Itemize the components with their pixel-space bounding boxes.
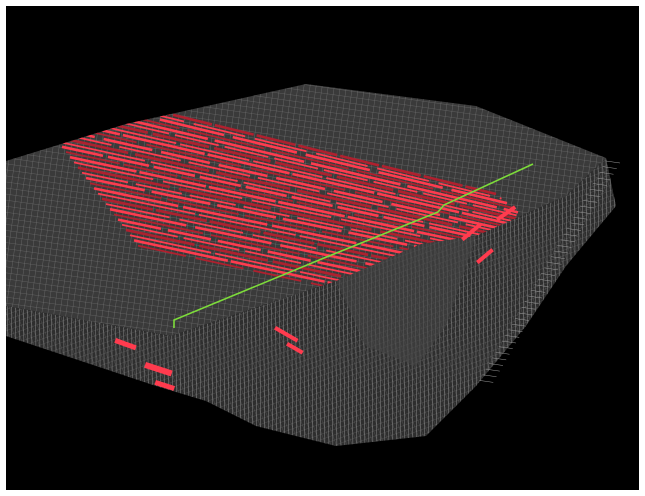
- edge-fuzz-line: [602, 166, 617, 169]
- highlight-strip: [41, 119, 546, 237]
- edge-fuzz-line: [521, 307, 536, 310]
- edge-fuzz-line: [589, 188, 604, 192]
- edge-fuzz-line: [557, 245, 572, 248]
- highlight-strip: [53, 135, 563, 251]
- edge-fuzz-line: [579, 205, 595, 209]
- render-viewport: [6, 6, 639, 490]
- edge-fuzz-line: [501, 340, 517, 344]
- edge-fuzz-line: [592, 183, 608, 186]
- edge-fuzz-line: [550, 256, 565, 259]
- edge-fuzz-line: [508, 329, 523, 332]
- edge-fuzz-line: [547, 262, 562, 265]
- edge-fuzz-line: [524, 301, 539, 304]
- mesh-edge-lines: [479, 160, 621, 383]
- edge-fuzz-line: [570, 222, 585, 226]
- highlight-strip: [17, 88, 513, 209]
- edge-fuzz-line: [531, 290, 546, 293]
- highlight-strip: [45, 124, 552, 242]
- edge-fuzz-line: [498, 346, 513, 349]
- edge-fuzz-line: [537, 278, 552, 282]
- highlight-strip: [37, 114, 541, 233]
- highlight-strip: [33, 109, 535, 228]
- edge-fuzz-line: [511, 323, 526, 327]
- wall-grid-line: [618, 156, 621, 456]
- edge-fuzz-line: [505, 335, 520, 338]
- edge-fuzz-line: [596, 177, 611, 181]
- edge-fuzz-line: [488, 363, 504, 366]
- edge-fuzz-line: [605, 160, 621, 164]
- edge-fuzz-line: [544, 267, 559, 271]
- edge-fuzz-line: [527, 295, 543, 299]
- wall-grid-line: [622, 156, 625, 456]
- edge-fuzz-line: [479, 380, 494, 383]
- green-path: [173, 163, 534, 328]
- edge-fuzz-line: [553, 250, 569, 254]
- edge-fuzz-line: [492, 357, 507, 361]
- edge-fuzz-line: [599, 172, 614, 175]
- edge-fuzz-line: [495, 352, 510, 355]
- highlight-strip: [6, 84, 497, 196]
- edge-fuzz-line: [566, 228, 582, 231]
- edge-fuzz-line: [514, 318, 530, 321]
- edge-fuzz-line: [560, 239, 575, 242]
- edge-fuzz-line: [576, 211, 591, 214]
- edge-fuzz-line: [534, 284, 549, 287]
- edge-fuzz-line: [586, 194, 601, 197]
- wireframe-3d-render: [6, 84, 625, 456]
- edge-fuzz-line: [583, 200, 598, 203]
- edge-fuzz-line: [540, 273, 556, 276]
- edge-fuzz-line: [482, 374, 497, 377]
- edge-fuzz-line: [518, 312, 533, 316]
- highlight-strip: [49, 130, 557, 246]
- wall-grid-line: [613, 158, 616, 446]
- edge-fuzz-line: [563, 233, 578, 237]
- edge-fuzz-line: [573, 217, 588, 220]
- edge-fuzz-line: [485, 368, 500, 372]
- lower-highlight-fragments: [114, 205, 517, 391]
